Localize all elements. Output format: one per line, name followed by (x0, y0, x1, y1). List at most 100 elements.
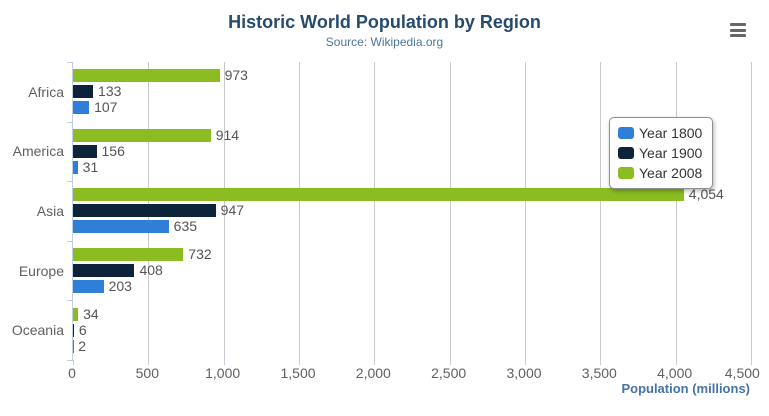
bar-line: 203 (73, 278, 751, 295)
legend-swatch-icon (618, 147, 634, 159)
x-axis-title: Population (millions) (621, 381, 750, 396)
bar-line: 34 (73, 305, 751, 322)
bar-line: 635 (73, 218, 751, 235)
export-menu-hamburger-icon[interactable] (730, 23, 746, 37)
bar-group-oceania: 34 6 2 (73, 300, 751, 360)
gridline (449, 62, 451, 360)
bar-america-year-1900[interactable] (73, 144, 97, 158)
category-label: Asia (36, 202, 64, 219)
x-axis-tick-labels: 0 500 1,000 1,500 2,000 2,500 3,000 3,500 4,000 4… (68, 365, 760, 383)
data-label: 635 (173, 218, 198, 235)
legend-label: Year 2008 (639, 165, 703, 181)
legend-item-year-1900[interactable]: Year 1900 (618, 145, 702, 161)
legend-label: Year 1800 (639, 125, 703, 141)
x-axis-tick-label: 3,500 (581, 365, 617, 381)
bar-asia-year-1800[interactable] (73, 220, 169, 234)
gridline (525, 62, 526, 360)
legend-item-year-1800[interactable]: Year 1800 (618, 125, 702, 141)
bar-oceania-year-2008[interactable] (73, 307, 79, 321)
gridline (374, 62, 376, 360)
x-axis-tick-label: 1,000 (205, 365, 241, 381)
x-axis-tick-mark (148, 360, 150, 365)
category-label: America (12, 143, 64, 160)
category-axis-tick-mark (67, 121, 73, 123)
x-axis-tick-label: 4,500 (724, 365, 760, 381)
bar-asia-year-2008[interactable] (73, 188, 684, 202)
bar-line: 914 (73, 126, 751, 143)
x-axis-tick-mark (449, 360, 451, 365)
data-label: 947 (220, 202, 245, 219)
category-axis-tick-mark (67, 62, 73, 63)
category-label: Oceania (11, 322, 64, 339)
gridline (751, 62, 752, 360)
bar-line: 2 (73, 337, 751, 354)
x-axis-tick-label: 2,500 (431, 365, 467, 381)
legend-item-year-2008[interactable]: Year 2008 (618, 165, 702, 181)
x-axis-tick-mark (73, 360, 74, 365)
data-label: 31 (82, 158, 99, 175)
category-axis-tick-mark (67, 300, 73, 302)
bar-asia-year-1900[interactable] (73, 204, 216, 218)
chart-subtitle: Source: Wikipedia.org (325, 35, 444, 49)
gridline (600, 62, 602, 360)
bar-group-asia: 4,054 947 635 (73, 181, 751, 241)
data-label: 203 (108, 278, 132, 295)
bar-europe-year-1800[interactable] (73, 280, 104, 294)
gridline (299, 62, 300, 360)
gridline (675, 62, 677, 360)
data-label: 973 (224, 67, 248, 84)
bar-africa-year-2008[interactable] (73, 69, 220, 83)
bar-line: 973 (73, 67, 751, 84)
bar-group-europe: 732 408 203 (73, 241, 751, 301)
x-axis-tick-mark (751, 360, 752, 365)
bar-europe-year-1900[interactable] (73, 264, 135, 278)
hamburger-bar (730, 28, 746, 32)
bar-america-year-2008[interactable] (73, 128, 211, 142)
bar-line: 156 (73, 142, 751, 159)
x-axis-tick-mark (600, 360, 602, 365)
legend-swatch-icon (618, 127, 634, 139)
x-axis-tick-label: 3,000 (506, 365, 542, 381)
bar-america-year-1800[interactable] (73, 160, 78, 174)
x-axis-tick-label: 1,500 (280, 365, 316, 381)
bar-group-america: 914 156 31 (73, 122, 751, 182)
category-label: Europe (18, 262, 64, 279)
data-label: 914 (215, 126, 240, 143)
bar-line: 107 (73, 99, 751, 116)
data-label: 107 (94, 99, 118, 116)
bar-rows: 973 133 107 914 156 31 4,054 947 635 732 408 203 34 6… (73, 62, 751, 360)
bar-line: 6 (73, 321, 751, 338)
bar-africa-year-1900[interactable] (73, 85, 94, 99)
data-label: 732 (188, 246, 212, 263)
category-axis-tick-mark (67, 240, 73, 242)
bar-line: 408 (73, 262, 751, 279)
chart-title: Historic World Population by Region (228, 12, 541, 32)
x-axis-tick-label: 0 (68, 365, 76, 381)
data-label: 34 (83, 305, 99, 322)
bar-europe-year-2008[interactable] (73, 248, 184, 262)
data-label: 2 (78, 337, 87, 354)
x-axis-tick-label: 2,000 (355, 365, 391, 381)
bar-africa-year-1800[interactable] (73, 101, 90, 115)
x-axis-tick-label: 500 (135, 365, 160, 381)
category-axis-tick-mark (67, 181, 73, 183)
plot-area: 973 133 107 914 156 31 4,054 947 635 732 408 203 34 6… (67, 62, 752, 365)
legend-swatch-icon (618, 167, 634, 179)
legend-label: Year 1900 (639, 145, 703, 161)
data-label: 408 (139, 262, 163, 279)
data-label: 133 (98, 83, 122, 100)
data-label: 156 (101, 142, 125, 159)
gridline (223, 62, 225, 360)
legend-box: Year 1800 Year 1900 Year 2008 (609, 117, 714, 189)
bar-line: 133 (73, 83, 751, 100)
x-axis-tick-mark (299, 360, 300, 365)
data-label: 4,054 (688, 186, 724, 203)
bar-oceania-year-1900[interactable] (73, 323, 74, 337)
x-axis-tick-mark (223, 360, 225, 365)
bar-group-africa: 973 133 107 (73, 62, 751, 122)
x-axis-tick-mark (675, 360, 677, 365)
data-label: 6 (78, 321, 87, 338)
bar-line: 947 (73, 202, 751, 219)
category-label: Africa (28, 83, 64, 100)
